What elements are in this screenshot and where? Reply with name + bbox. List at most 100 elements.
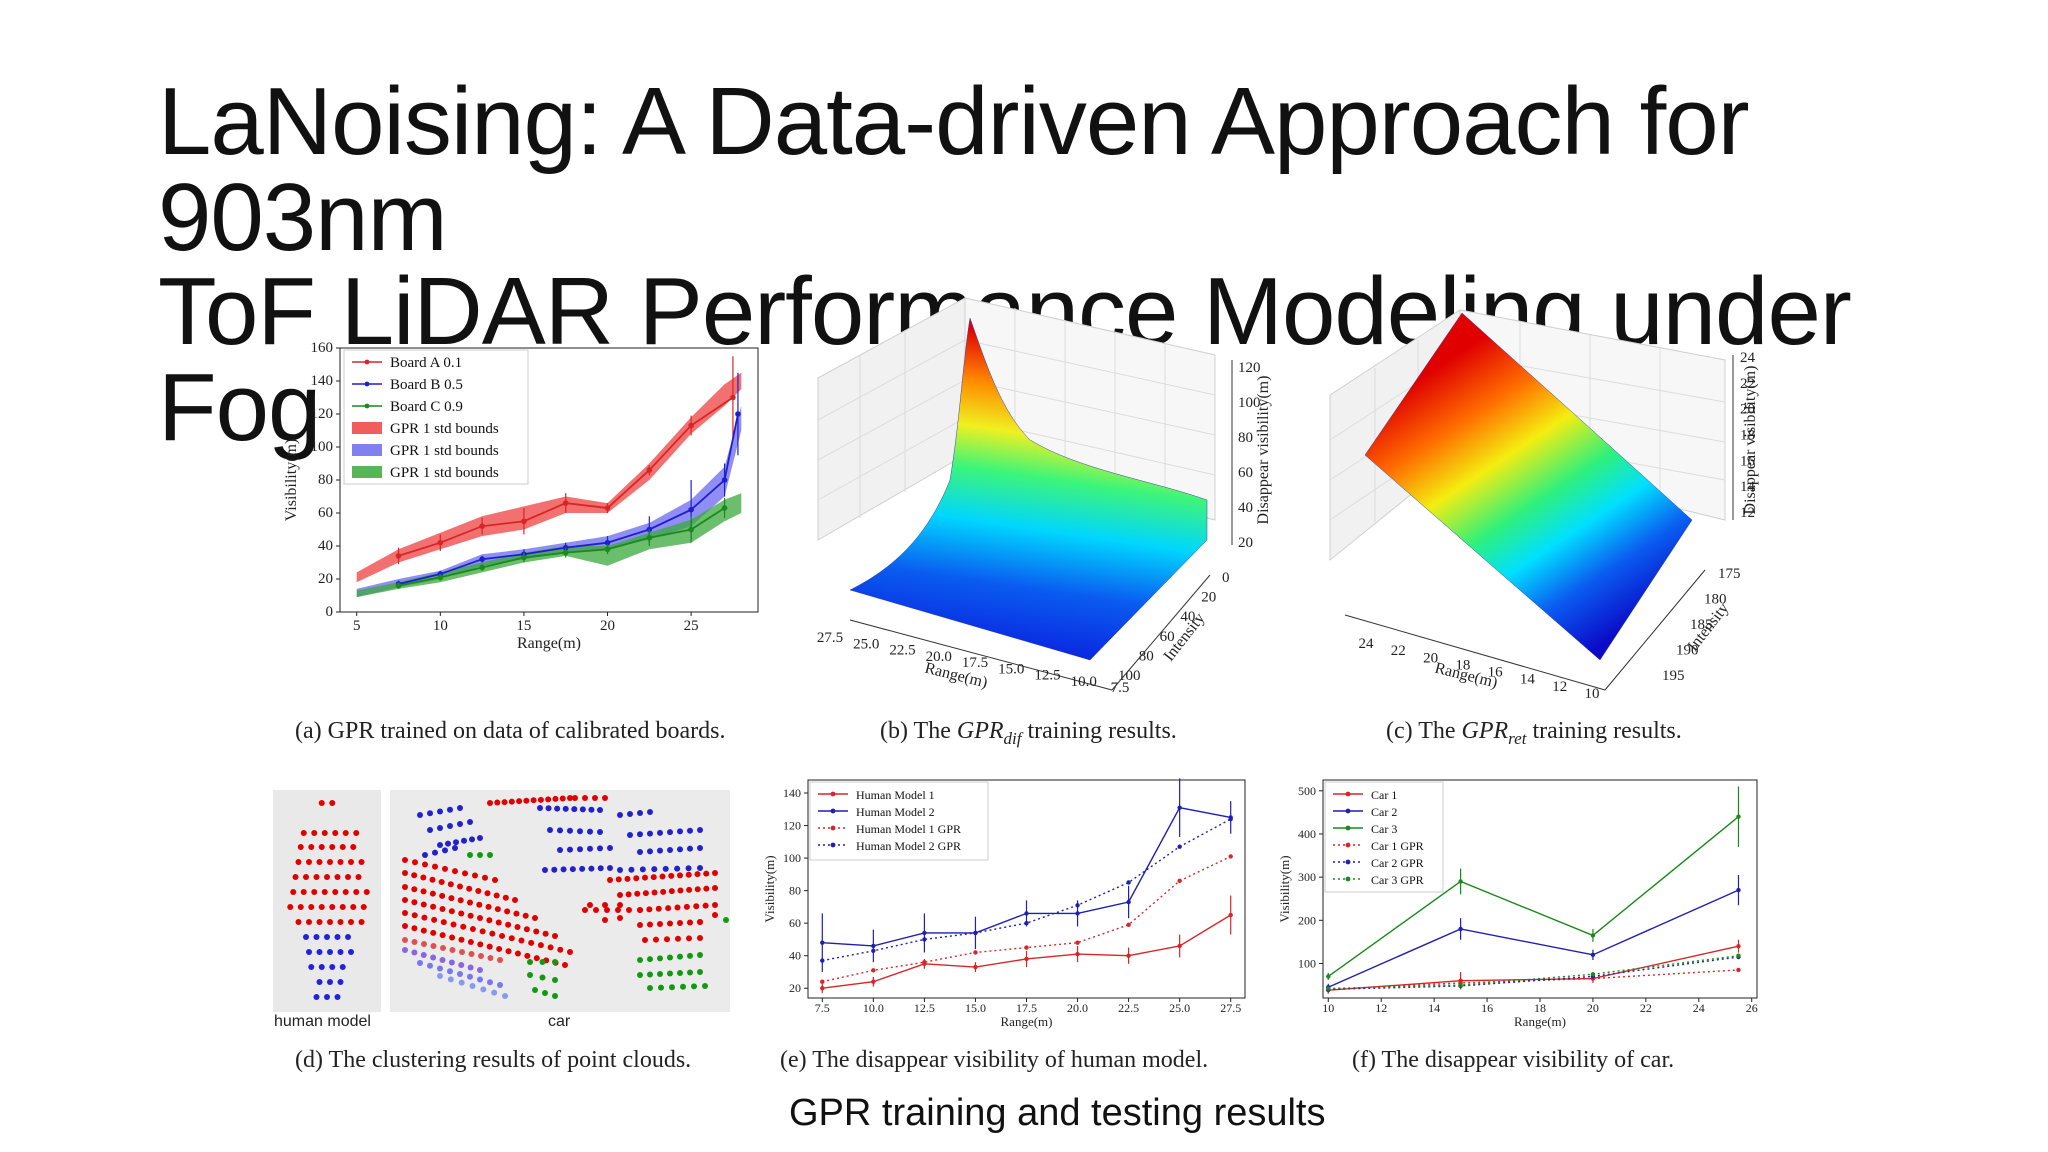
data-point: [437, 539, 444, 546]
point: [353, 889, 360, 895]
point: [458, 936, 465, 943]
point: [527, 972, 533, 978]
point: [554, 805, 561, 812]
point: [687, 969, 693, 976]
point: [615, 907, 621, 913]
y-tick-label: 185: [1690, 617, 1713, 633]
point: [337, 949, 344, 955]
data-point: [922, 930, 927, 936]
y-tick-label: 160: [311, 340, 334, 356]
point: [295, 859, 302, 865]
point: [429, 876, 436, 883]
legend-marker: [364, 359, 370, 365]
data-point: [1024, 945, 1029, 950]
point: [677, 846, 683, 853]
point: [449, 934, 456, 941]
point: [642, 874, 648, 881]
x-tick-label: 25.0: [1169, 1001, 1190, 1015]
point: [489, 930, 496, 937]
point: [318, 844, 325, 850]
point: [499, 932, 506, 939]
point: [290, 889, 297, 895]
point: [402, 884, 408, 890]
point: [345, 934, 351, 940]
point: [453, 839, 459, 846]
point: [659, 873, 666, 880]
point: [442, 865, 448, 872]
point: [337, 919, 344, 925]
point: [508, 935, 515, 942]
point: [657, 847, 663, 854]
data-point: [1228, 912, 1233, 918]
point: [316, 949, 323, 955]
point: [321, 889, 328, 895]
point: [687, 952, 693, 959]
point: [348, 949, 354, 955]
point: [329, 964, 336, 970]
x-tick-label: 7.5: [1111, 680, 1130, 696]
point: [528, 939, 535, 946]
point: [422, 852, 428, 858]
series-line-1: [1328, 889, 1739, 988]
point: [545, 805, 552, 812]
std-band-0: [356, 372, 742, 583]
point: [505, 948, 512, 955]
point: [457, 821, 463, 827]
legend-entry: Car 2: [1371, 805, 1397, 819]
point: [306, 949, 312, 955]
point: [668, 872, 675, 879]
point: [420, 901, 427, 908]
point: [459, 949, 465, 955]
point: [567, 949, 573, 955]
y-tick-label: 20: [1201, 590, 1216, 606]
point: [427, 827, 433, 833]
point: [306, 859, 312, 865]
point: [477, 852, 483, 858]
point: [523, 926, 530, 933]
series-line-1: [398, 413, 739, 585]
z-tick-label: 16: [1740, 453, 1756, 469]
point: [449, 947, 456, 953]
point: [327, 979, 333, 985]
point: [669, 984, 675, 991]
legend-marker: [830, 825, 836, 831]
y-tick-label: 140: [783, 786, 801, 800]
point: [542, 867, 548, 873]
x-tick-label: 10.0: [863, 1001, 884, 1015]
y-axis-label: Visibility(m): [762, 855, 777, 922]
point: [311, 889, 318, 895]
point: [332, 889, 339, 895]
legend-entry: Car 2 GPR: [1371, 856, 1424, 870]
point: [697, 827, 703, 833]
data-point: [1024, 911, 1029, 916]
point: [442, 847, 448, 854]
legend-marker: [364, 381, 370, 387]
x-tick-label: 27.5: [1220, 1001, 1241, 1015]
x-tick-label: 27.5: [817, 630, 843, 646]
point: [668, 888, 675, 895]
data-point: [1590, 952, 1596, 958]
point: [587, 845, 593, 852]
data-point: [688, 506, 694, 513]
point: [287, 904, 294, 910]
legend-a: [343, 349, 529, 485]
z-tick-label: 22: [1740, 376, 1755, 392]
data-point: [1126, 953, 1131, 958]
point: [615, 876, 622, 883]
data-point: [735, 411, 741, 417]
chart-c-plane: [1364, 312, 1693, 661]
data-point: [1736, 953, 1741, 958]
point: [303, 874, 309, 880]
point: [552, 959, 558, 965]
point: [292, 874, 299, 880]
point: [697, 845, 703, 851]
point: [417, 812, 423, 818]
y-tick-label: 60: [789, 916, 801, 930]
point: [694, 886, 701, 893]
y-axis-label: Visibility(m): [1277, 855, 1292, 922]
legend-entry: Board B 0.5: [390, 377, 463, 393]
data-point: [922, 937, 927, 942]
point: [431, 916, 438, 923]
point: [712, 885, 718, 891]
data-point: [521, 518, 527, 525]
